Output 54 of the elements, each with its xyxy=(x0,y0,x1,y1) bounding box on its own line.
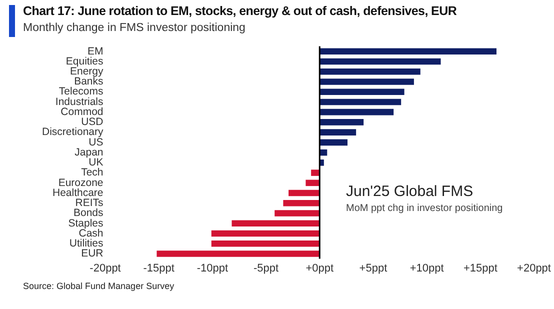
chart-subtitle: Monthly change in FMS investor positioning xyxy=(23,22,246,34)
bar xyxy=(156,250,320,257)
y-tick-label: Japan xyxy=(74,146,104,158)
x-tick-label: +5ppt xyxy=(359,262,388,274)
y-tick-label: Telecoms xyxy=(58,86,104,98)
y-tick-label: Equities xyxy=(66,55,104,68)
y-tick-label: Cash xyxy=(78,227,104,240)
bar xyxy=(320,139,348,146)
y-tick-label: Utilities xyxy=(69,238,104,250)
bar xyxy=(283,200,320,206)
y-tick-label: EM xyxy=(88,45,104,58)
y-tick-label: Commod xyxy=(60,106,104,118)
x-tick-label: -20ppt xyxy=(90,262,121,274)
bar xyxy=(311,170,320,176)
y-tick-label: Bonds xyxy=(73,207,104,220)
y-tick-label: USD xyxy=(81,116,104,128)
bar xyxy=(320,78,414,85)
y-tick-label: REITs xyxy=(75,197,104,210)
bar xyxy=(320,58,441,65)
x-tick-label: +15ppt xyxy=(463,262,498,274)
y-tick-label: Tech xyxy=(81,166,104,179)
bar xyxy=(306,180,320,186)
x-tick-label: -15ppt xyxy=(143,262,174,274)
y-tick-label: Eurozone xyxy=(58,176,104,189)
bar xyxy=(320,119,364,126)
bar xyxy=(211,240,320,247)
y-tick-label: UK xyxy=(88,156,104,169)
y-tick-label: Banks xyxy=(74,76,104,88)
bar xyxy=(288,190,320,196)
chart-title: Chart 17: June rotation to EM, stocks, energy & out of cash, defensives, EUR xyxy=(23,4,457,18)
x-tick-label: +20ppt xyxy=(517,262,551,274)
bar xyxy=(232,220,320,227)
y-tick-label: EUR xyxy=(81,248,104,260)
x-tick-label: +10ppt xyxy=(410,262,444,274)
x-tick-label: -5ppt xyxy=(254,262,279,274)
bar xyxy=(320,48,496,54)
bar xyxy=(320,88,404,95)
y-tick-label: Discretionary xyxy=(42,126,104,138)
bar xyxy=(320,108,394,116)
annotation: Jun'25 Global FMS xyxy=(346,183,474,200)
x-tick-label: -10ppt xyxy=(196,262,228,274)
bar xyxy=(211,230,320,237)
annotation: MoM ppt chg in investor positioning xyxy=(346,203,503,214)
x-tick-label: +0ppt xyxy=(306,262,334,274)
bar xyxy=(320,98,402,106)
bar xyxy=(320,68,420,75)
bar xyxy=(274,210,320,216)
y-tick-label: Staples xyxy=(68,217,104,230)
y-tick-label: Energy xyxy=(70,65,104,78)
bar xyxy=(320,129,356,136)
y-tick-label: Healthcare xyxy=(52,186,104,199)
y-tick-label: Industrials xyxy=(55,96,104,108)
source-note: Source: Global Fund Manager Survey xyxy=(23,281,174,291)
y-tick-label: US xyxy=(88,136,104,148)
